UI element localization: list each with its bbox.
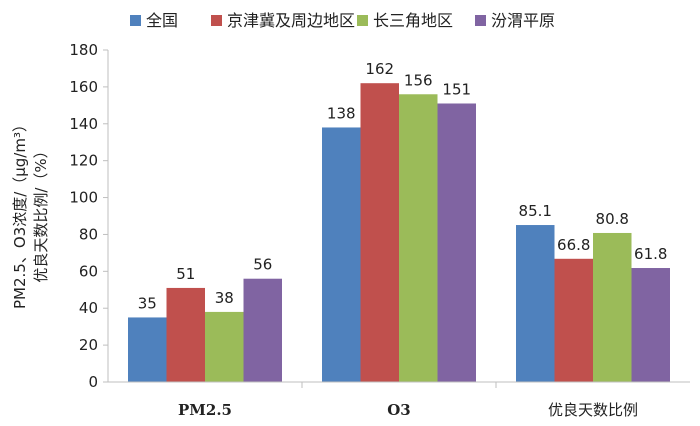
legend-label: 全国	[146, 11, 178, 30]
y-tick-label: 80	[79, 225, 98, 243]
bar	[516, 225, 555, 382]
bar	[399, 94, 438, 383]
data-label: 156	[404, 71, 433, 89]
legend-label: 长三角地区	[373, 11, 453, 30]
legend-item: 长三角地区	[357, 11, 453, 30]
legend-item: 京津冀及周边地区	[211, 11, 355, 30]
legend-swatch	[130, 15, 141, 26]
bar	[322, 127, 361, 382]
bar	[166, 287, 205, 382]
bar	[593, 232, 632, 382]
y-axis-label: PM2.5、O3浓度/（μg/m³） 优良天数比例/（%）	[11, 117, 50, 309]
x-tick-label: O3	[387, 401, 411, 419]
bar	[437, 103, 476, 382]
x-tick-label: PM2.5	[178, 401, 232, 419]
y-tick-label: 20	[79, 336, 98, 354]
legend-swatch	[211, 15, 222, 26]
data-label: 38	[215, 289, 234, 307]
bar	[631, 268, 670, 382]
legend: 全国 京津冀及周边地区 长三角地区 汾渭平原	[130, 11, 555, 30]
data-label: 162	[365, 60, 394, 78]
bar	[128, 317, 167, 382]
data-label: 151	[442, 80, 471, 98]
y-tick-label: 40	[79, 299, 98, 317]
data-label: 56	[253, 256, 272, 274]
y-tick-label: 160	[69, 78, 98, 96]
y-tick-label: 140	[69, 115, 98, 133]
legend-swatch	[357, 15, 368, 26]
data-label: 35	[138, 294, 157, 312]
data-label: 66.8	[557, 236, 590, 254]
legend-swatch	[475, 15, 486, 26]
data-labels: 35 51 38 56 138 162 156 151 85.1 66.8 80.8 61.8	[138, 60, 668, 312]
y-tick-label: 60	[79, 262, 98, 280]
y-axis: 0 20 40 60 80 100 120 140 160 180	[69, 41, 109, 391]
x-tick-label: 优良天数比例	[548, 401, 638, 419]
legend-label: 京津冀及周边地区	[227, 11, 355, 30]
data-label: 61.8	[634, 245, 667, 263]
y-tick-label: 0	[88, 373, 98, 391]
y-axis-label-line-2: 优良天数比例/（%）	[32, 143, 50, 282]
bar	[360, 83, 399, 382]
bar	[205, 311, 244, 382]
y-tick-label: 180	[69, 41, 98, 59]
legend-item: 汾渭平原	[475, 11, 555, 30]
y-axis-label-line-1: PM2.5、O3浓度/（μg/m³）	[11, 117, 29, 309]
data-label: 85.1	[519, 202, 552, 220]
legend-item: 全国	[130, 11, 178, 30]
data-label: 138	[327, 104, 356, 122]
bar	[243, 278, 282, 382]
y-tick-label: 100	[69, 189, 98, 207]
x-axis: PM2.5 O3 优良天数比例	[108, 381, 690, 419]
data-label: 80.8	[596, 210, 629, 228]
y-tick-label: 120	[69, 152, 98, 170]
data-label: 51	[176, 265, 195, 283]
legend-label: 汾渭平原	[491, 11, 555, 30]
bar	[554, 258, 593, 382]
bars	[128, 83, 670, 383]
